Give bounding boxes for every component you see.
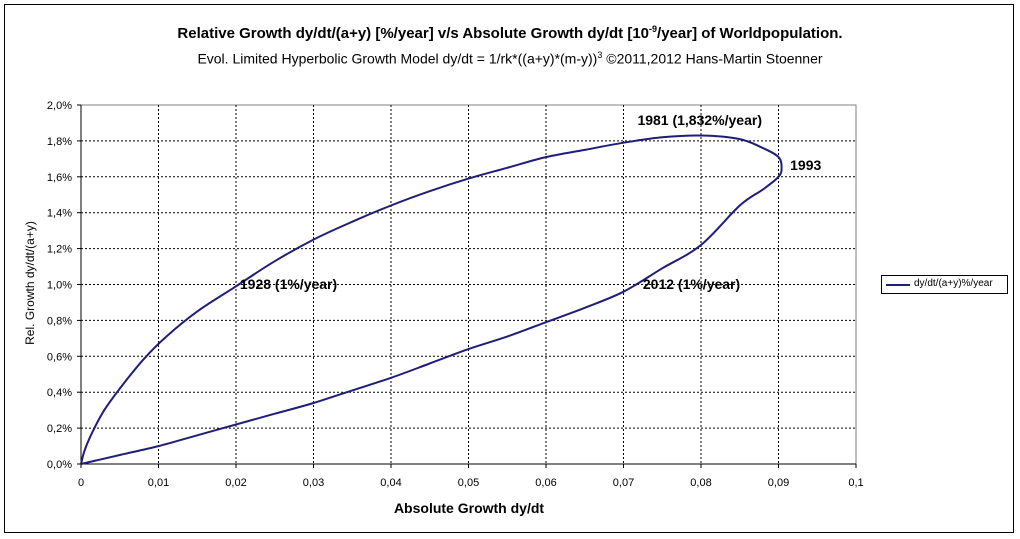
x-tick-label: 0,08	[690, 477, 711, 489]
x-tick-label: 0	[78, 477, 84, 489]
y-tick-label: 0,8%	[47, 315, 72, 327]
legend-swatch	[886, 284, 910, 286]
annotation-label: 1928 (1%/year)	[239, 275, 338, 292]
x-tick-label: 0,04	[380, 477, 401, 489]
y-tick-label: 0,6%	[47, 351, 72, 363]
annotation-label: 2012 (1%/year)	[642, 275, 741, 292]
grid-lines	[81, 105, 856, 464]
y-tick-label: 1,4%	[47, 208, 72, 220]
x-tick-label: 0,06	[535, 477, 556, 489]
x-tick-label: 0,1	[848, 477, 863, 489]
x-tick-label: 0,03	[303, 477, 324, 489]
x-tick-label: 0,07	[613, 477, 634, 489]
y-tick-label: 0,2%	[47, 423, 72, 435]
axes	[77, 104, 857, 468]
y-tick-label: 0,4%	[47, 387, 72, 399]
chart-subtitle: Evol. Limited Hyperbolic Growth Model dy…	[197, 50, 823, 67]
series-line-0	[80, 134, 783, 465]
chart-legend: dy/dt/(a+y)%/year	[881, 275, 1008, 294]
y-tick-label: 2,0%	[47, 100, 72, 112]
x-tick-label: 0,09	[768, 477, 789, 489]
legend-entry: dy/dt/(a+y)%/year	[914, 278, 993, 289]
y-axis-label: Rel. Growth dy/dt/(a+y)	[23, 221, 37, 345]
y-tick-label: 1,2%	[47, 244, 72, 256]
y-tick-label: 0,0%	[47, 459, 72, 471]
x-tick-label: 0,02	[225, 477, 246, 489]
tick-labels: 0 0,01 0,02 0,03 0,04 0,05 0,06 0,07 0,08 0,09 0,1…	[47, 100, 864, 489]
chart-title: Relative Growth dy/dt/(a+y) [%/year] v/s…	[177, 24, 843, 42]
annotation-label: 1981 (1,832%/year)	[637, 112, 762, 129]
x-axis-label: Absolute Growth dy/dt	[393, 500, 545, 516]
x-tick-label: 0,01	[148, 477, 169, 489]
annotation-label: 1993	[790, 157, 822, 174]
series-layer	[80, 134, 783, 465]
x-tick-label: 0,05	[458, 477, 479, 489]
y-tick-label: 1,0%	[47, 280, 72, 292]
y-tick-label: 1,6%	[47, 172, 72, 184]
y-tick-label: 1,8%	[47, 136, 72, 148]
